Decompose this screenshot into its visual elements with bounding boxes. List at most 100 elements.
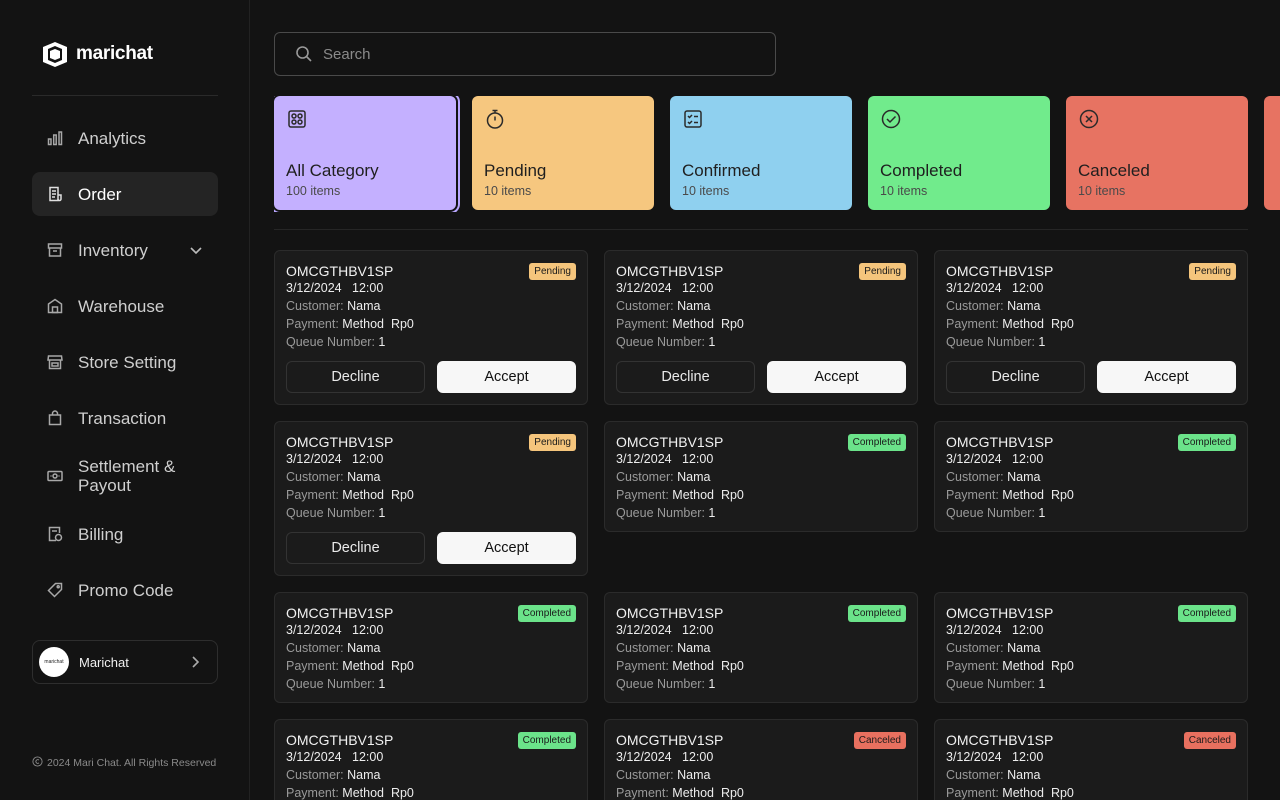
- decline-button[interactable]: Decline: [946, 361, 1085, 393]
- search-input[interactable]: [323, 45, 743, 63]
- order-datetime: 3/12/2024 12:00: [286, 279, 576, 297]
- sidebar-item-transaction[interactable]: Transaction: [32, 396, 218, 440]
- order-card[interactable]: OMCGTHBV1SP Pending 3/12/2024 12:00 Custome…: [934, 250, 1248, 405]
- order-datetime: 3/12/2024 12:00: [616, 621, 906, 639]
- avatar-text: marichat: [44, 659, 64, 665]
- sidebar-item-analytics[interactable]: Analytics: [32, 116, 218, 160]
- accept-button[interactable]: Accept: [767, 361, 906, 393]
- content-divider: [274, 229, 1248, 230]
- sidebar-item-store-setting[interactable]: Store Setting: [32, 340, 218, 384]
- order-date: 3/12/2024: [616, 750, 672, 764]
- payment-method: Method: [1002, 317, 1044, 331]
- order-card[interactable]: OMCGTHBV1SP Completed 3/12/2024 12:00 Custo…: [604, 592, 918, 703]
- order-card[interactable]: OMCGTHBV1SP Completed 3/12/2024 12:00 Custo…: [274, 592, 588, 703]
- queue-value: 1: [1038, 506, 1046, 520]
- customer-label: Customer:: [286, 470, 344, 484]
- payment-label: Payment:: [946, 317, 999, 331]
- sidebar-item-label: Billing: [78, 524, 124, 544]
- order-datetime: 3/12/2024 12:00: [946, 748, 1236, 766]
- payment-method: Method: [672, 488, 714, 502]
- order-card[interactable]: OMCGTHBV1SP Pending 3/12/2024 12:00 Custome…: [274, 421, 588, 576]
- queue-label: Queue Number:: [286, 677, 375, 691]
- sidebar-item-settlement-payout[interactable]: Settlement & Payout: [32, 452, 218, 500]
- order-card[interactable]: OMCGTHBV1SP Canceled 3/12/2024 12:00 Custom…: [934, 719, 1248, 800]
- brand-logo[interactable]: marichat: [40, 40, 153, 68]
- customer-label: Customer:: [946, 299, 1004, 313]
- order-id: OMCGTHBV1SP: [286, 605, 394, 621]
- order-queue: Queue Number: 1: [286, 333, 576, 351]
- order-datetime: 3/12/2024 12:00: [286, 748, 576, 766]
- order-id: OMCGTHBV1SP: [616, 732, 724, 748]
- payment-label: Payment:: [616, 488, 669, 502]
- order-payment: Payment: Method Rp0: [616, 657, 906, 675]
- payment-label: Payment:: [286, 488, 339, 502]
- order-id: OMCGTHBV1SP: [946, 263, 1054, 279]
- customer-label: Customer:: [286, 768, 344, 782]
- status-badge: Pending: [529, 434, 576, 451]
- payment-label: Payment:: [616, 317, 669, 331]
- status-badge: Canceled: [1183, 732, 1236, 749]
- order-queue: Queue Number: 1: [946, 333, 1236, 351]
- order-customer: Customer: Nama: [946, 297, 1236, 315]
- payment-method: Method: [342, 317, 384, 331]
- queue-value: 1: [378, 335, 386, 349]
- customer-label: Customer:: [946, 470, 1004, 484]
- order-customer: Customer: Nama: [616, 468, 906, 486]
- payment-method: Method: [1002, 659, 1044, 673]
- payment-method: Method: [1002, 786, 1044, 800]
- order-date: 3/12/2024: [286, 452, 342, 466]
- order-card[interactable]: OMCGTHBV1SP Pending 3/12/2024 12:00 Custome…: [604, 250, 918, 405]
- account-switcher[interactable]: marichat Marichat: [32, 640, 218, 684]
- status-badge: Canceled: [853, 732, 906, 749]
- queue-label: Queue Number:: [286, 335, 375, 349]
- sidebar-item-billing[interactable]: Billing: [32, 512, 218, 556]
- sidebar-item-label: Promo Code: [78, 580, 174, 600]
- sidebar-item-promo-code[interactable]: Promo Code: [32, 568, 218, 612]
- order-card[interactable]: OMCGTHBV1SP Completed 3/12/2024 12:00 Custo…: [934, 592, 1248, 703]
- category-count: 10 items: [1078, 184, 1126, 198]
- sidebar-item-order[interactable]: Order: [32, 172, 218, 216]
- order-payment: Payment: Method Rp0: [946, 315, 1236, 333]
- order-id: OMCGTHBV1SP: [286, 434, 394, 450]
- payment-method: Method: [672, 786, 714, 800]
- category-card-all[interactable]: All Category 100 items: [274, 96, 456, 210]
- payment-label: Payment:: [946, 786, 999, 800]
- sidebar-item-label: Warehouse: [78, 296, 165, 316]
- decline-button[interactable]: Decline: [286, 532, 425, 564]
- customer-value: Nama: [347, 641, 381, 655]
- category-card-completed[interactable]: Completed 10 items: [868, 96, 1050, 210]
- customer-value: Nama: [677, 641, 711, 655]
- order-card[interactable]: OMCGTHBV1SP Completed 3/12/2024 12:00 Custo…: [274, 719, 588, 800]
- category-card-confirmed[interactable]: Confirmed 10 items: [670, 96, 852, 210]
- category-card-canceled[interactable]: Canceled 10 items: [1066, 96, 1248, 210]
- order-payment: Payment: Method Rp0: [286, 486, 576, 504]
- sidebar-divider: [32, 95, 218, 96]
- customer-label: Customer:: [946, 641, 1004, 655]
- status-badge: Completed: [1177, 434, 1236, 451]
- chevron-down-icon[interactable]: [188, 242, 204, 258]
- order-card[interactable]: OMCGTHBV1SP Completed 3/12/2024 12:00 Custo…: [604, 421, 918, 532]
- customer-value: Nama: [1007, 299, 1041, 313]
- payment-label: Payment:: [946, 659, 999, 673]
- order-card[interactable]: OMCGTHBV1SP Pending 3/12/2024 12:00 Custome…: [274, 250, 588, 405]
- category-title: All Category: [286, 161, 379, 180]
- category-title: Pending: [484, 161, 547, 180]
- order-customer: Customer: Nama: [286, 639, 576, 657]
- order-queue: Queue Number: 1: [286, 504, 576, 522]
- accept-button[interactable]: Accept: [1097, 361, 1236, 393]
- order-time: 12:00: [682, 623, 714, 637]
- accept-button[interactable]: Accept: [437, 532, 576, 564]
- order-card[interactable]: OMCGTHBV1SP Canceled 3/12/2024 12:00 Custom…: [604, 719, 918, 800]
- decline-button[interactable]: Decline: [286, 361, 425, 393]
- sidebar-item-inventory[interactable]: Inventory: [32, 228, 218, 272]
- category-card-pending[interactable]: Pending 10 items: [472, 96, 654, 210]
- order-card[interactable]: OMCGTHBV1SP Completed 3/12/2024 12:00 Custo…: [934, 421, 1248, 532]
- sidebar-item-warehouse[interactable]: Warehouse: [32, 284, 218, 328]
- payment-label: Payment:: [616, 786, 669, 800]
- decline-button[interactable]: Decline: [616, 361, 755, 393]
- accept-button[interactable]: Accept: [437, 361, 576, 393]
- status-badge: Completed: [847, 605, 906, 622]
- category-card-overflow[interactable]: [1264, 96, 1280, 210]
- order-date: 3/12/2024: [616, 281, 672, 295]
- order-queue: Queue Number: 1: [616, 333, 906, 351]
